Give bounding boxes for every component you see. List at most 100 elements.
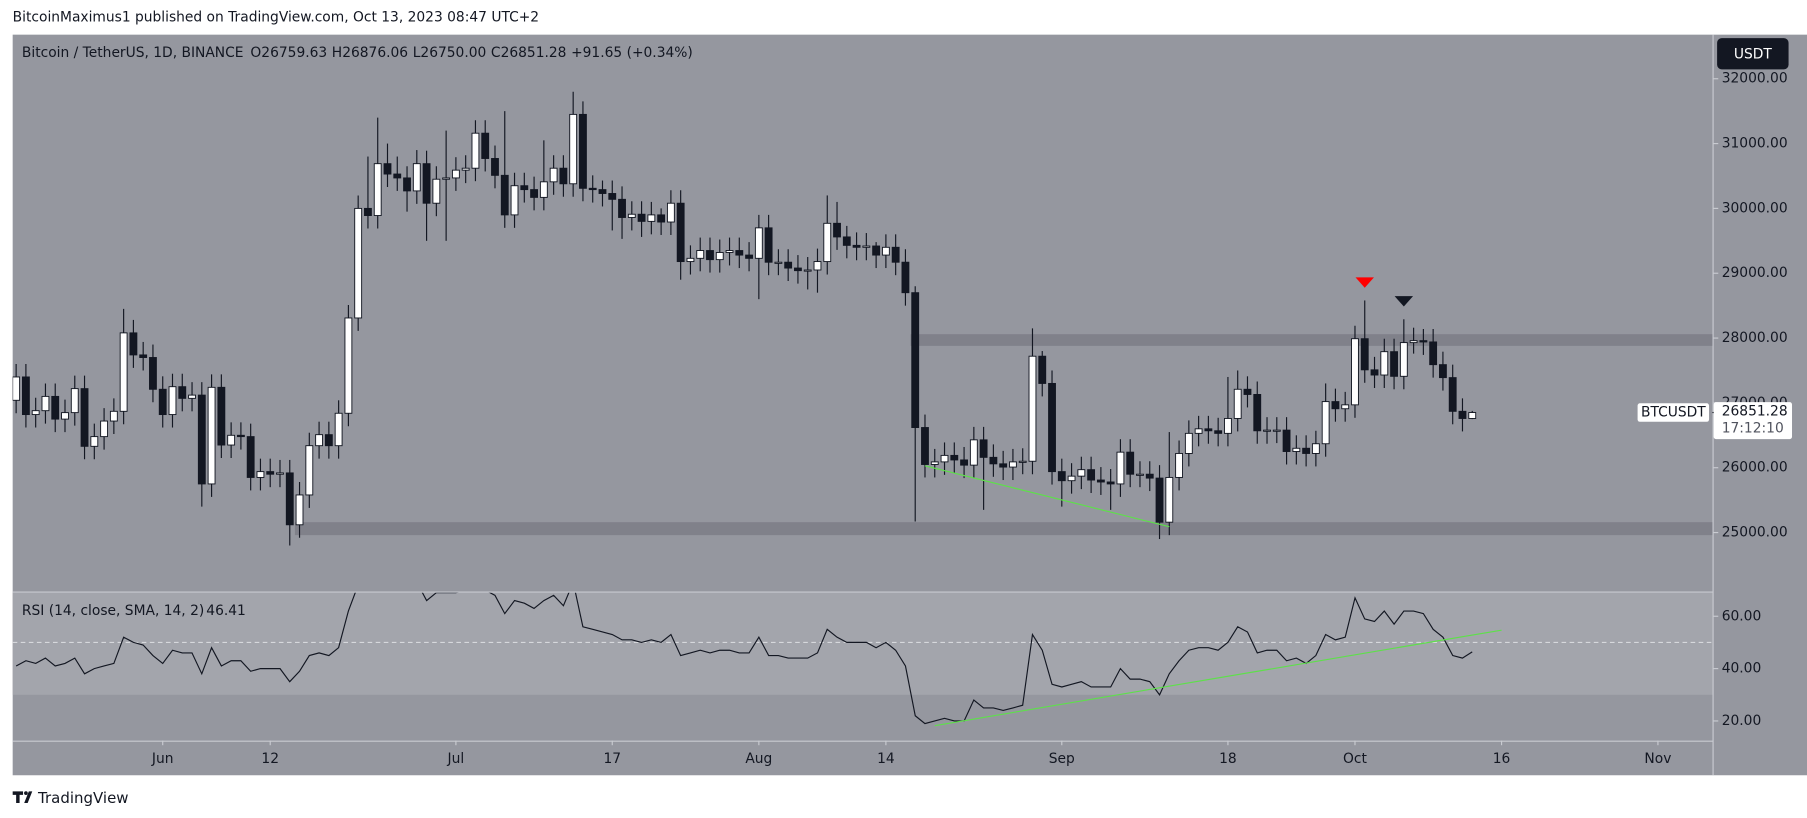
candle-body [1419, 340, 1428, 343]
candle [168, 373, 177, 428]
candle [803, 257, 812, 290]
candle-body [158, 388, 167, 416]
x-tick-label: Oct [1343, 751, 1367, 767]
candle [627, 201, 636, 231]
candle [950, 442, 959, 473]
candle [754, 214, 763, 300]
candle-body [1194, 428, 1203, 434]
candle-body [90, 436, 99, 447]
x-tick-label: Nov [1644, 751, 1671, 767]
candle [1380, 338, 1389, 388]
candle-body [100, 420, 109, 438]
candle [344, 305, 353, 427]
candle-body [725, 250, 734, 253]
y-tick-label: 31000.00 [1722, 136, 1788, 152]
candle-body [1331, 401, 1340, 410]
candle-body [344, 317, 353, 414]
rsi-line [15, 592, 1473, 725]
candle-body [647, 214, 656, 222]
candle-body [960, 459, 968, 466]
candle [500, 111, 509, 228]
candle-body [70, 388, 79, 414]
ohlc-value: 26876.06 [342, 45, 408, 61]
candle [1399, 319, 1408, 390]
candle-body [1311, 443, 1320, 454]
candle-body [1458, 410, 1467, 419]
candle-body [1057, 471, 1066, 482]
candle [774, 249, 783, 276]
candle-body [1321, 401, 1330, 445]
candle-body [364, 207, 372, 216]
candle [862, 233, 871, 261]
candle [324, 421, 333, 459]
rsi-tick-label: 20.00 [1722, 713, 1762, 729]
candle [119, 308, 128, 425]
currency-button[interactable] [1717, 38, 1789, 70]
candle-body [1448, 377, 1457, 412]
brand-name: TradingView [37, 789, 129, 807]
candle-body [764, 227, 773, 263]
candle-body [1380, 351, 1389, 376]
candle-body [383, 163, 392, 175]
candle [1048, 370, 1056, 485]
candle [51, 383, 60, 433]
candle [1018, 448, 1027, 475]
candle-body [1224, 417, 1232, 434]
candle-body [403, 177, 411, 192]
candle [149, 344, 157, 403]
candle-body [1272, 429, 1281, 432]
candle [569, 91, 578, 197]
candle [1448, 364, 1457, 425]
candle [1214, 417, 1223, 447]
candle-body [12, 376, 21, 401]
x-tick-label: Jun [151, 751, 174, 767]
x-tick-label: 16 [1493, 751, 1511, 767]
candle-body [608, 193, 617, 200]
candle-body [373, 163, 382, 216]
candle-body [588, 187, 597, 191]
x-tick-label: 12 [261, 751, 279, 767]
candle [676, 190, 685, 280]
candle [1077, 456, 1086, 490]
candle-body [21, 376, 30, 416]
candle [197, 382, 206, 507]
symbol-label: BTCUSDT [1641, 405, 1706, 421]
candle-body [442, 177, 451, 180]
candle-body [276, 472, 284, 475]
candle [1272, 417, 1281, 444]
candle [461, 155, 470, 184]
candle-body [1292, 447, 1301, 452]
legend-title: Bitcoin / TetherUS, 1D, BINANCE O26759.63… [22, 45, 693, 61]
candle [217, 374, 226, 458]
candle [61, 399, 69, 433]
candle-body [969, 439, 978, 466]
candle-body [618, 198, 626, 218]
candle-body [735, 250, 744, 256]
candle [881, 234, 890, 269]
candle [588, 175, 597, 203]
rsi-tick-label: 60.00 [1722, 608, 1762, 624]
ohlc-key: C [491, 45, 501, 61]
candle-body [696, 250, 705, 259]
candle [188, 382, 196, 412]
candle [794, 255, 802, 284]
candle [1038, 351, 1047, 397]
candle [1351, 325, 1359, 418]
candle-body [637, 213, 646, 222]
candle-body [1390, 351, 1398, 377]
candle [1175, 440, 1183, 491]
candle [969, 426, 978, 479]
candle [979, 426, 988, 510]
last-price-label: 26851.28 [1722, 403, 1788, 419]
y-tick-label: 25000.00 [1722, 525, 1788, 541]
candle-body [666, 202, 675, 223]
signal-marker [1394, 296, 1414, 307]
candle-body [1009, 461, 1017, 468]
candle-body [1018, 460, 1027, 463]
candle-body [227, 434, 236, 446]
candle [637, 201, 646, 237]
candle [403, 166, 411, 212]
candle [139, 341, 148, 371]
candle [1331, 388, 1340, 422]
